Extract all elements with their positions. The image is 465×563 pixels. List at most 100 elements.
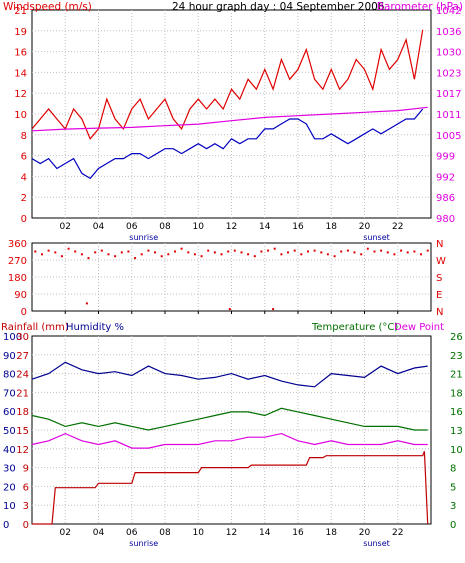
compass-y-tick: E [436, 290, 442, 301]
rainfall-y-tick: 24 [16, 370, 29, 381]
direction-point [320, 251, 323, 254]
direction-point [413, 250, 416, 253]
x-tick-label: 20 [359, 528, 371, 538]
barometer-label: Barometer (hPa) [377, 1, 463, 13]
direction-point [220, 253, 223, 256]
barometer-y-tick: 1030 [436, 48, 461, 59]
x-tick-label: 14 [259, 222, 271, 232]
direction-point [187, 251, 190, 254]
direction-point [213, 251, 216, 254]
direction-point [87, 257, 90, 260]
direction-point [400, 249, 403, 252]
wind-y-tick: 8 [21, 131, 27, 142]
direction-point [134, 257, 137, 260]
humidity-y-tick: 50 [3, 426, 16, 437]
rainfall-y-tick: 3 [23, 501, 29, 512]
wind-y-tick: 6 [21, 152, 27, 163]
direction-point [127, 250, 130, 253]
humidity-y-tick: 70 [3, 388, 16, 399]
x-tick-label: 18 [326, 528, 338, 538]
wind-y-tick: 2 [21, 193, 27, 204]
direction-point [34, 250, 37, 253]
temperature-y-tick: 23 [450, 351, 463, 362]
direction-point [346, 249, 349, 252]
x-sub-label: sunrise [129, 539, 158, 548]
x-sub-label: sunset [363, 233, 390, 242]
wind-y-tick: 0 [21, 214, 27, 225]
direction-point [174, 250, 176, 253]
direction-point [326, 253, 329, 256]
direction-point [140, 253, 143, 256]
rainfall-y-tick: 15 [16, 426, 29, 437]
barometer-y-tick: 986 [436, 193, 455, 204]
plot-series [31, 29, 429, 525]
direction-point [393, 253, 396, 256]
barometer-y-tick: 1036 [436, 27, 461, 38]
direction-point [307, 250, 309, 253]
humidity-y-tick: 20 [3, 482, 16, 493]
direction-point [114, 255, 117, 258]
humidity-y-tick: 90 [3, 351, 16, 362]
direction-point [247, 253, 250, 256]
direction-point [426, 249, 429, 252]
compass-y-tick: S [436, 273, 442, 284]
wind-y-tick: 19 [14, 27, 27, 38]
x-tick-label: 16 [292, 222, 304, 232]
x-tick-label: 22 [392, 222, 403, 232]
x-tick-label: 08 [159, 222, 171, 232]
direction-point [74, 250, 77, 253]
barometer-y-tick: 1005 [436, 131, 461, 142]
temperature-line [31, 407, 428, 431]
direction-y-tick: 90 [14, 290, 27, 301]
direction-point [360, 253, 363, 256]
humidity-y-tick: 100 [3, 332, 22, 343]
wind-y-tick: 21 [14, 6, 27, 17]
direction-y-tick: 270 [8, 256, 27, 267]
direction-point [280, 253, 283, 256]
direction-point [353, 251, 356, 254]
temperature-y-tick: 8 [450, 464, 456, 475]
rainfall-y-tick: 6 [23, 482, 29, 493]
humidity-line [31, 361, 428, 388]
direction-point [420, 253, 422, 256]
x-tick-label: 06 [126, 528, 138, 538]
rainfall-y-tick: 21 [16, 388, 29, 399]
temperature-label: Temperature (°C) [311, 322, 398, 333]
direction-point [227, 250, 230, 253]
wind-average-line [31, 108, 424, 180]
x-tick-label: 16 [292, 528, 304, 538]
wind-y-tick: 16 [14, 48, 27, 59]
direction-y-tick: 360 [8, 239, 27, 250]
temperature-y-tick: 16 [450, 407, 463, 418]
x-tick-label: 18 [326, 222, 338, 232]
direction-point [273, 247, 276, 250]
direction-point [366, 247, 369, 250]
dewpoint-line [31, 432, 428, 449]
temperature-y-tick: 21 [450, 370, 463, 381]
rainfall-y-tick: 18 [16, 407, 29, 418]
x-tick-label: 12 [226, 528, 237, 538]
x-sub-label: sunset [363, 539, 390, 548]
x-tick-label: 10 [193, 528, 205, 538]
direction-point [107, 253, 110, 256]
humidity-y-tick: 0 [3, 520, 9, 531]
direction-point [147, 249, 150, 252]
direction-point [154, 251, 156, 254]
direction-point [406, 251, 409, 254]
wind-y-tick: 10 [14, 110, 27, 121]
x-tick-label: 04 [93, 222, 105, 232]
direction-point [193, 253, 196, 256]
barometer-y-tick: 1023 [436, 68, 461, 79]
direction-point [100, 249, 103, 252]
x-tick-label: 10 [193, 222, 205, 232]
x-tick-label: 12 [226, 222, 237, 232]
rainfall-line [32, 451, 429, 525]
direction-point [180, 247, 183, 250]
temperature-y-tick: 18 [450, 388, 463, 399]
barometer-y-tick: 1042 [436, 6, 461, 17]
barometer-y-tick: 1011 [436, 110, 461, 121]
rainfall-y-tick: 12 [16, 445, 29, 456]
direction-point [167, 253, 170, 256]
wind-y-tick: 12 [14, 89, 27, 100]
